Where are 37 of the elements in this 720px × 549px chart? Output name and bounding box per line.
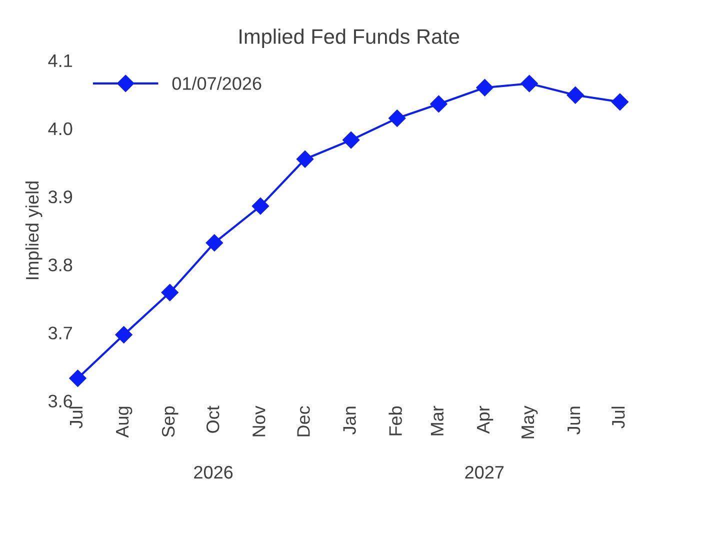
- point: [206, 234, 223, 252]
- x-tick-label: Jul: [69, 406, 83, 428]
- x-tick-label: Jan: [343, 406, 356, 434]
- y-tick-label: 3.7: [48, 326, 72, 340]
- y-tick-label: 3.9: [48, 190, 72, 204]
- text: 2026: [194, 466, 233, 479]
- point: [611, 93, 628, 110]
- x-tick-label: Oct: [206, 406, 220, 433]
- point: [388, 110, 406, 127]
- x-tick-label: Apr: [477, 406, 494, 434]
- x-tick-label: Dec: [297, 406, 310, 436]
- y-tick-label: 4.0: [48, 122, 72, 136]
- text: 2027: [465, 466, 504, 479]
- x-tick-label: Jul: [612, 406, 625, 428]
- y-tick-label: 4.1: [48, 54, 72, 67]
- x-tick-label: Mar: [430, 406, 444, 436]
- point: [115, 326, 132, 344]
- point: [69, 370, 86, 387]
- x-tick-label: Feb: [388, 406, 402, 436]
- point: [161, 284, 178, 302]
- point: [342, 131, 360, 149]
- point: [520, 74, 538, 92]
- point: [476, 79, 494, 96]
- x-tick-label: Nov: [252, 406, 266, 436]
- point: [566, 86, 584, 104]
- point: [296, 150, 314, 168]
- x-tick-label: Aug: [116, 406, 132, 438]
- y-tick-label: 3.6: [48, 394, 72, 408]
- x-tick-label: Jun: [568, 406, 580, 434]
- x-tick-label: May: [522, 406, 538, 438]
- legend-label: 01/07/2026: [172, 76, 262, 90]
- chart-title: Implied Fed Funds Rate: [240, 28, 460, 48]
- point: [430, 95, 448, 113]
- point: [252, 198, 270, 215]
- y-tick-label: 3.8: [48, 258, 72, 272]
- x-tick-label: Sep: [162, 406, 178, 437]
- y-axis-title: Implied yield: [25, 182, 42, 280]
